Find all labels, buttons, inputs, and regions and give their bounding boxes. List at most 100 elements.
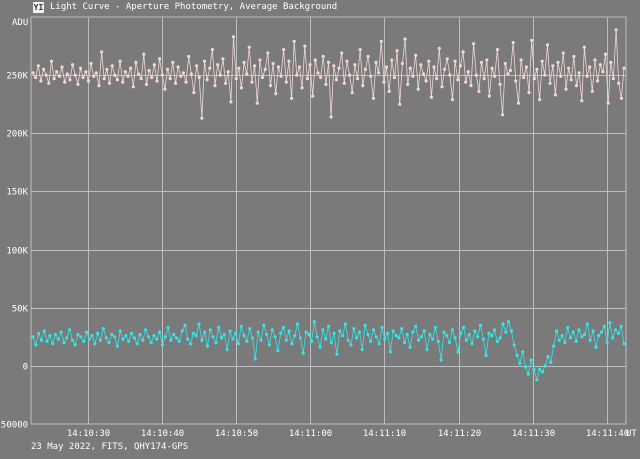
series-background-point: [487, 331, 491, 335]
series-star-point: [292, 39, 296, 44]
series-star-point: [142, 52, 146, 56]
series-star-point: [524, 65, 529, 69]
series-star-point: [123, 70, 127, 74]
series-star-point: [84, 70, 88, 74]
series-background-point: [324, 337, 328, 341]
x-tick-label: 14:10:50: [215, 429, 258, 439]
x-tick-label: 14:11:10: [363, 429, 406, 439]
series-star-point: [107, 81, 112, 85]
series-star-point: [213, 84, 217, 88]
series-star-point: [242, 60, 246, 64]
series-star-point: [139, 77, 143, 81]
series-background-point: [447, 341, 452, 345]
series-background-point: [245, 339, 249, 343]
series-star-point: [57, 74, 62, 78]
series-background-point: [31, 335, 35, 339]
series-background-point: [141, 338, 145, 342]
series-star-point: [68, 78, 72, 82]
series-background-point: [529, 358, 533, 362]
series-background-point: [166, 325, 170, 330]
series-star-point: [63, 80, 67, 84]
x-tick-label: 14:11:40: [586, 429, 629, 439]
series-background-point: [208, 328, 212, 332]
series-background-point: [341, 334, 345, 338]
series-star-point: [231, 35, 236, 39]
series: [31, 28, 626, 382]
series-star-point: [350, 91, 354, 95]
series-star-point: [192, 91, 196, 95]
series-star-point: [427, 59, 431, 63]
series-star-point: [374, 60, 378, 64]
series-star-point: [305, 77, 309, 81]
series-background-point: [504, 330, 508, 334]
series-star-point: [458, 64, 462, 68]
series-star-point: [511, 41, 515, 45]
series-star-point: [303, 44, 307, 48]
series-background-point: [391, 329, 395, 333]
series-star-point: [71, 63, 75, 67]
series-background-point: [295, 322, 300, 326]
series-background-point: [431, 337, 435, 341]
series-star-point: [432, 65, 436, 69]
series-star-point: [255, 101, 259, 105]
series-background-point: [248, 327, 252, 331]
series-star-point: [287, 59, 291, 63]
series-star-point: [313, 58, 317, 62]
series-star-point: [337, 66, 341, 70]
series-star-point: [297, 65, 302, 69]
x-axis-unit: UT: [626, 429, 637, 439]
series-star-point: [561, 51, 565, 55]
series-star-point: [110, 64, 114, 68]
series-background-point: [186, 337, 190, 341]
series-background-point: [478, 323, 483, 327]
series-background-point: [138, 332, 142, 337]
series-star-point: [601, 70, 605, 74]
series-star-point: [466, 70, 470, 74]
series-star-point: [548, 81, 552, 85]
series-star-point: [371, 96, 375, 100]
series-star-point: [258, 58, 262, 62]
series-background-point: [310, 339, 314, 343]
series-background-point: [290, 342, 294, 346]
series-background-point: [220, 336, 224, 340]
light-curve-app-icon[interactable]: YI: [33, 2, 44, 13]
series-star-point: [392, 75, 397, 80]
series-background-point: [127, 339, 131, 343]
series-star-point: [387, 89, 391, 93]
series-star-point: [150, 75, 154, 80]
series-background-point: [501, 322, 505, 326]
series-star-point: [282, 48, 286, 52]
series-star-point: [622, 66, 626, 70]
series-star-point: [567, 66, 571, 70]
series-star-point: [443, 67, 447, 71]
series-star-point: [416, 87, 420, 91]
series-background-point: [476, 335, 480, 339]
series-background-point: [205, 344, 210, 348]
series-background-point: [312, 320, 316, 324]
series-star-line: [32, 29, 625, 119]
plot-frame: [30, 16, 627, 425]
series-background-point: [515, 353, 519, 357]
series-star-point: [551, 64, 555, 68]
series-background-point: [48, 334, 52, 338]
x-tick-label: 14:10:40: [141, 429, 184, 439]
series-star-point: [414, 53, 418, 58]
series-star-point: [619, 96, 624, 100]
series-star-point: [226, 70, 230, 74]
x-tick-label: 14:11:20: [438, 429, 481, 439]
series-background-point: [357, 330, 362, 334]
series-background-point: [214, 341, 218, 345]
series-background-point: [87, 337, 91, 341]
series-star-point: [532, 77, 536, 81]
series-star-point: [516, 101, 521, 105]
series-star-point: [284, 80, 288, 84]
grid: [30, 16, 627, 425]
series-star-point: [617, 81, 621, 85]
series-background: [31, 320, 626, 382]
series-star-point: [598, 63, 602, 67]
series-star-point: [224, 81, 228, 85]
series-background-point: [62, 341, 66, 345]
series-background-point: [456, 350, 460, 354]
series-star-point: [553, 93, 558, 97]
series-background-point: [599, 330, 604, 334]
